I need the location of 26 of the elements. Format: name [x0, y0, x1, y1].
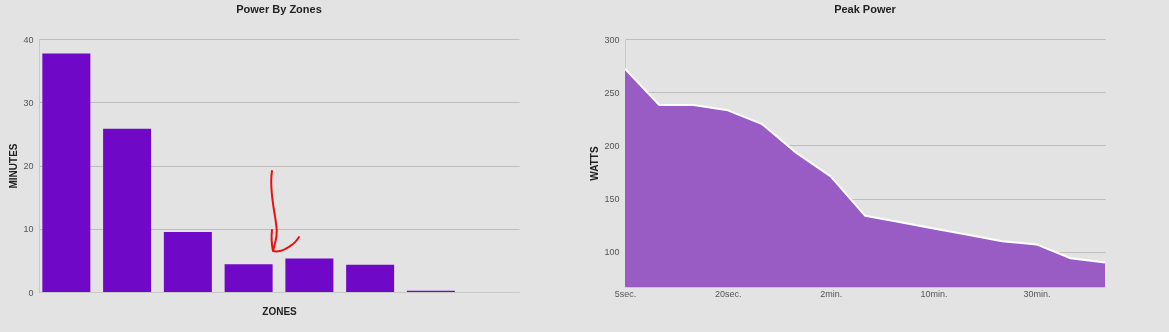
x-tick-label: 2min. — [820, 288, 843, 299]
y-axis-title: MINUTES — [8, 143, 20, 189]
bar — [42, 53, 91, 292]
y-tick-label: 200 — [604, 140, 620, 151]
y-axis-title: WATTS — [589, 146, 601, 181]
bar — [285, 258, 334, 292]
y-tick-label: 10 — [23, 224, 34, 235]
y-tick-label: 300 — [604, 34, 620, 45]
y-tick-label: 20 — [23, 161, 34, 171]
y-tick-label: 30 — [23, 97, 34, 108]
y-tick-label: 40 — [23, 34, 34, 45]
bar — [346, 264, 395, 292]
y-tick-label: 150 — [604, 194, 620, 205]
x-tick-label: 5sec. — [614, 288, 637, 299]
y-tick-label: 250 — [604, 87, 620, 98]
x-axis-title: ZONES — [262, 305, 298, 317]
x-tick-label: 10min. — [920, 288, 948, 299]
y-tick-label: 100 — [604, 247, 620, 258]
chart-title: Power By Zones — [236, 3, 322, 15]
y-tick-label: 0 — [28, 287, 34, 298]
chart-title: Peak Power — [834, 3, 897, 15]
bar — [163, 231, 212, 292]
x-tick-label: 30min. — [1023, 288, 1051, 299]
bar — [103, 128, 152, 292]
x-tick-label: 20sec. — [715, 288, 742, 299]
bar — [224, 264, 273, 292]
